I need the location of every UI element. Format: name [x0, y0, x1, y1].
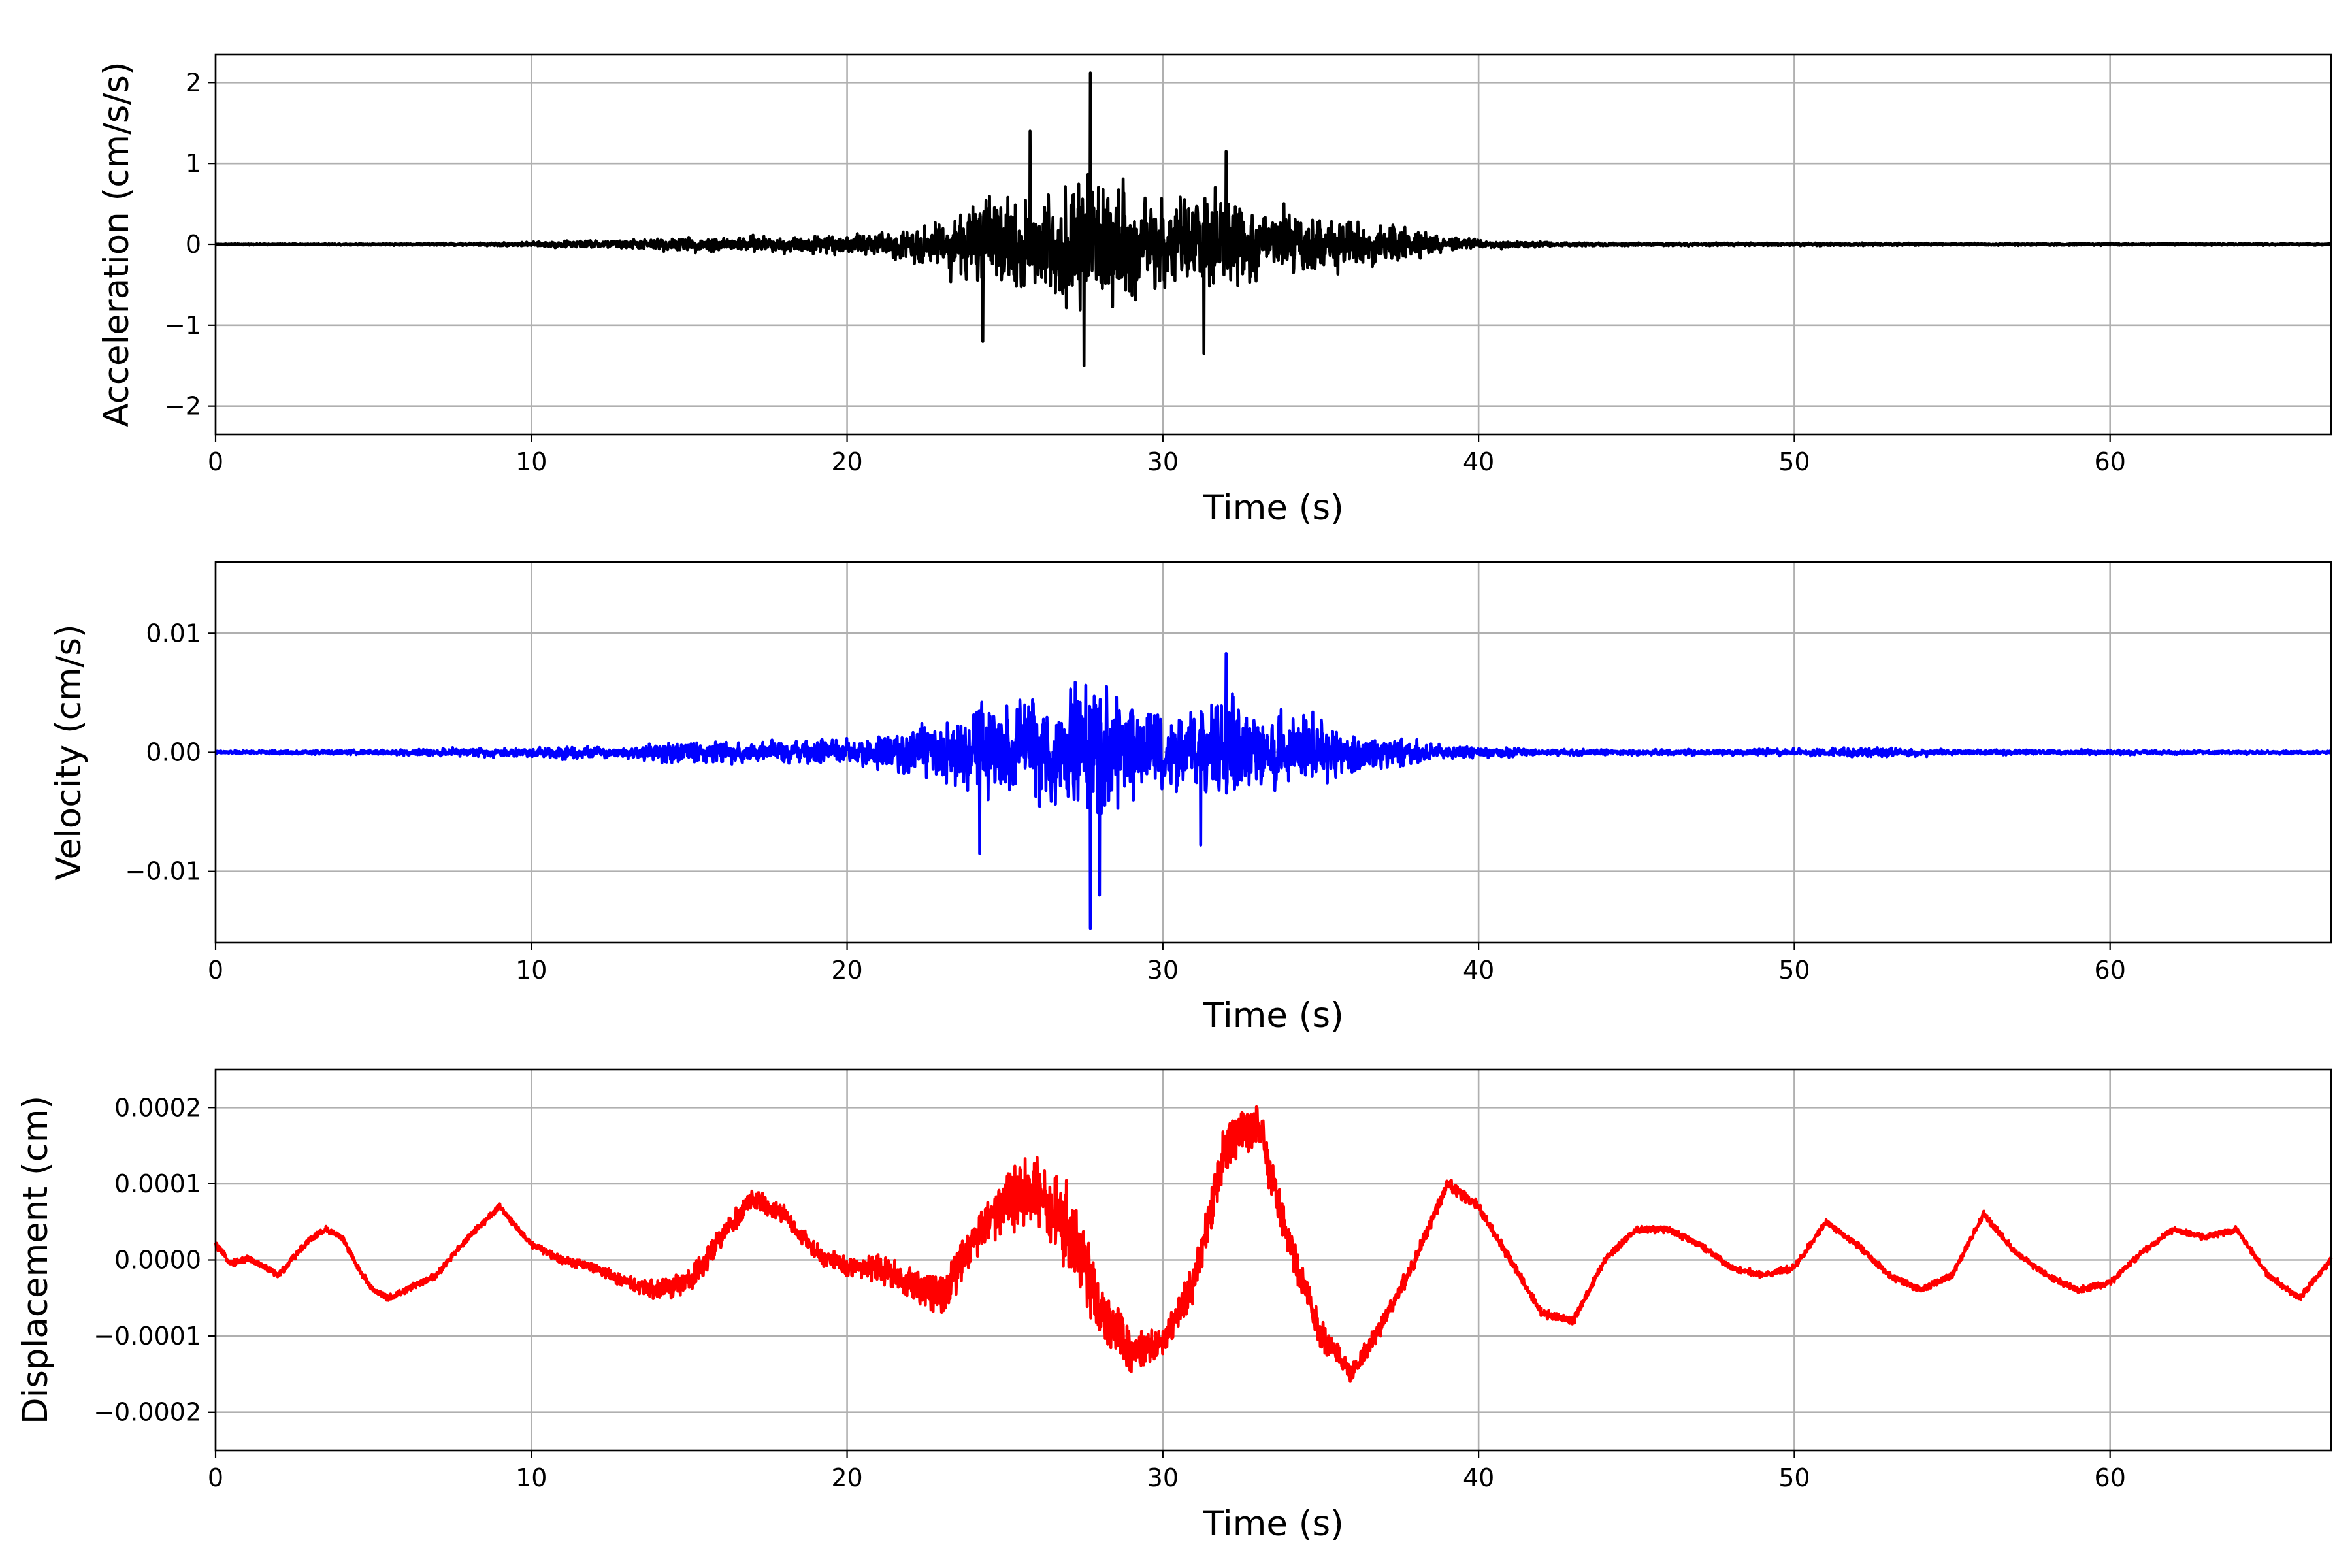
- acceleration-x-tick-label: 60: [2095, 448, 2126, 476]
- acceleration-y-tick-label: 2: [186, 68, 201, 97]
- acceleration-y-axis-label: Acceleration (cm/s/s): [97, 61, 137, 427]
- acceleration-y-tick-label: −1: [165, 311, 201, 340]
- velocity-y-axis-label: Velocity (cm/s): [49, 624, 89, 880]
- displacement-x-tick-label: 60: [2095, 1463, 2126, 1492]
- velocity-x-tick-label: 10: [515, 956, 547, 985]
- displacement-y-axis-label: Displacement (cm): [16, 1096, 56, 1424]
- velocity-series: [214, 652, 2332, 930]
- velocity-panel: 0 10 20 30 40 50 60 0.01 0.00 −0.01 Time (s) Velo…: [49, 561, 2332, 1036]
- displacement-x-tick-label: 40: [1463, 1463, 1494, 1492]
- displacement-x-tick-label: 10: [515, 1463, 547, 1492]
- acceleration-series: [214, 71, 2333, 367]
- acceleration-x-tick-label: 50: [1778, 448, 1810, 476]
- displacement-grid: [214, 1070, 2331, 1450]
- displacement-panel: 0 10 20 30 40 50 60 0.0002 0.0001 0.0000 −0.0001 −0…: [16, 1068, 2333, 1544]
- displacement-series-line: [214, 1105, 2333, 1383]
- acceleration-x-axis-label: Time (s): [1202, 488, 1344, 528]
- displacement-x-tick-label: 30: [1147, 1463, 1179, 1492]
- velocity-x-axis-label: Time (s): [1202, 996, 1344, 1036]
- velocity-x-tick-label: 20: [831, 956, 862, 985]
- acceleration-y-tick-label: 1: [186, 149, 201, 178]
- displacement-x-tick-label: 0: [208, 1463, 223, 1492]
- velocity-y-tick-label: 0.00: [146, 738, 201, 767]
- displacement-y-tick-label: −0.0002: [93, 1398, 201, 1427]
- displacement-x-axis-label: Time (s): [1202, 1504, 1344, 1544]
- velocity-x-tick-label: 40: [1463, 956, 1494, 985]
- velocity-y-tick-label: −0.01: [125, 857, 201, 886]
- acceleration-x-tick-label: 10: [515, 448, 547, 476]
- acceleration-x-tick-label: 20: [831, 448, 862, 476]
- velocity-ticks: 0 10 20 30 40 50 60 0.01 0.00 −0.01: [125, 619, 2126, 985]
- displacement-x-tick-label: 20: [831, 1463, 862, 1492]
- displacement-y-tick-label: −0.0001: [93, 1322, 201, 1350]
- acceleration-y-tick-label: 0: [186, 230, 201, 259]
- velocity-y-tick-label: 0.01: [146, 619, 201, 647]
- acceleration-x-tick-label: 30: [1147, 448, 1179, 476]
- displacement-series: [214, 1105, 2333, 1383]
- acceleration-y-tick-label: −2: [165, 392, 201, 421]
- displacement-y-tick-label: 0.0000: [114, 1246, 201, 1275]
- acceleration-x-tick-label: 0: [208, 448, 223, 476]
- velocity-x-tick-label: 60: [2095, 956, 2126, 985]
- displacement-y-tick-label: 0.0001: [114, 1169, 201, 1198]
- acceleration-x-tick-label: 40: [1463, 448, 1494, 476]
- velocity-series-line: [214, 652, 2332, 930]
- acceleration-series-line: [214, 71, 2333, 367]
- velocity-x-tick-label: 0: [208, 956, 223, 985]
- displacement-y-tick-label: 0.0002: [114, 1093, 201, 1122]
- displacement-ticks: 0 10 20 30 40 50 60 0.0002 0.0001 0.0000 −0.0001 −0…: [93, 1093, 2126, 1492]
- velocity-x-tick-label: 50: [1778, 956, 1810, 985]
- displacement-x-tick-label: 50: [1778, 1463, 1810, 1492]
- velocity-x-tick-label: 30: [1147, 956, 1179, 985]
